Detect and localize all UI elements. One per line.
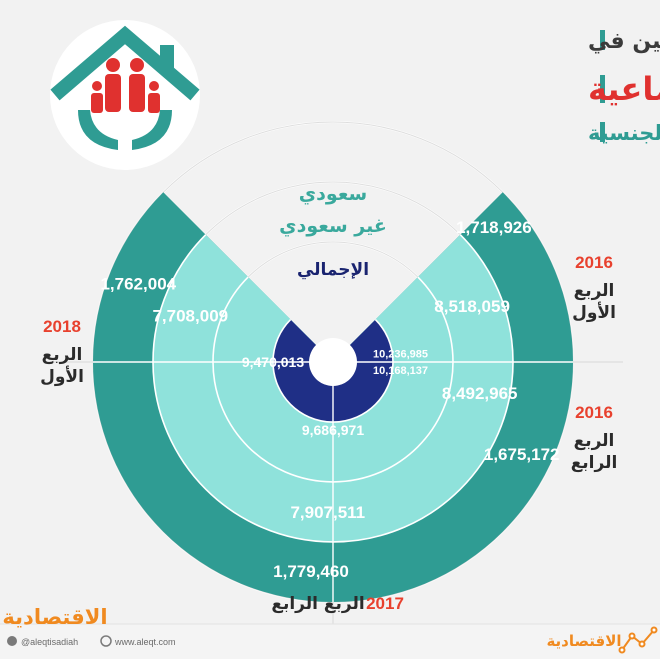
period-2016-q1-line1: الربع xyxy=(574,281,615,301)
footer-band xyxy=(0,624,660,659)
period-2018-q1-year: 2018 xyxy=(43,317,81,336)
legend-saudi: سعودي xyxy=(299,183,368,206)
period-2016-q4-line1: الربع xyxy=(574,431,615,451)
legend-non-saudi: غير سعودي xyxy=(279,215,387,238)
value-label-saudi-period2: 1,675,172 xyxy=(484,445,560,464)
footer-brand-small: الاقتصادية xyxy=(546,632,621,650)
period-2018-q1-line1: الربع xyxy=(42,345,83,365)
header-line-1: توزيع المشتركين في xyxy=(588,29,660,54)
footer-brand: الاقتصادية xyxy=(2,605,107,629)
header-line-2: التأمينات الاجتماعية xyxy=(588,68,660,108)
value-label-total-period4: 9,470,013 xyxy=(242,354,304,370)
value-label-saudi-period3: 1,779,460 xyxy=(273,562,349,581)
value-label-saudi-period4: 1,762,004 xyxy=(100,274,176,293)
value-label-total-period3: 9,686,971 xyxy=(302,422,364,438)
period-2017-q4-text: الربع الرابع xyxy=(271,594,364,614)
chart-value-labels: 1,718,926 1,675,172 1,779,460 1,762,004 8,51… xyxy=(100,218,559,581)
header-bar-2 xyxy=(600,75,605,103)
value-label-saudi-period1: 1,718,926 xyxy=(456,218,532,237)
header-line-3: على رأس العمل حسب الجنسية xyxy=(588,118,660,145)
value-label-total-period2: 10,168,137 xyxy=(373,365,428,377)
chart-gridlines xyxy=(43,234,623,624)
trend-line-icon xyxy=(618,626,658,654)
value-label-non-saudi-period2: 8,492,965 xyxy=(442,384,518,403)
footer-website: www.aleqt.com xyxy=(114,637,176,647)
family-house-icon xyxy=(50,20,200,170)
period-2017-q4-year: 2017 xyxy=(366,594,404,613)
period-2016-q4-line2: الرابع xyxy=(571,453,618,473)
period-2016-q4-year: 2016 xyxy=(575,403,613,422)
globe-icon xyxy=(100,635,112,647)
footer: الاقتصادية @aleqtisadiah www.aleqt.com ا… xyxy=(0,605,660,659)
chart-wedges xyxy=(93,192,573,602)
chart-center-hole xyxy=(309,338,357,386)
value-label-non-saudi-period4: 7,708,009 xyxy=(152,307,228,326)
header-bar-1 xyxy=(600,30,605,50)
legend-total: الإجمالي xyxy=(297,260,369,280)
header-bar-3 xyxy=(600,122,605,142)
period-2016-q1-line2: الأول xyxy=(572,302,616,323)
period-2016-q1: 2016 الربع الأول xyxy=(572,253,616,323)
value-label-non-saudi-period1: 8,518,059 xyxy=(434,297,510,316)
period-2016-q1-year: 2016 xyxy=(575,253,613,272)
period-2018-q1-line2: الأول xyxy=(40,366,84,387)
twitter-icon xyxy=(7,636,17,646)
footer-twitter: @aleqtisadiah xyxy=(21,637,78,647)
value-label-total-period1: 10,236,985 xyxy=(373,349,428,361)
value-label-non-saudi-period3: 7,907,511 xyxy=(290,503,365,522)
period-2018-q1: 2018 الربع الأول xyxy=(40,317,84,387)
period-2017-q4: الربع الرابع 2017 xyxy=(271,594,404,614)
period-2016-q4: 2016 الربع الرابع xyxy=(571,403,618,473)
